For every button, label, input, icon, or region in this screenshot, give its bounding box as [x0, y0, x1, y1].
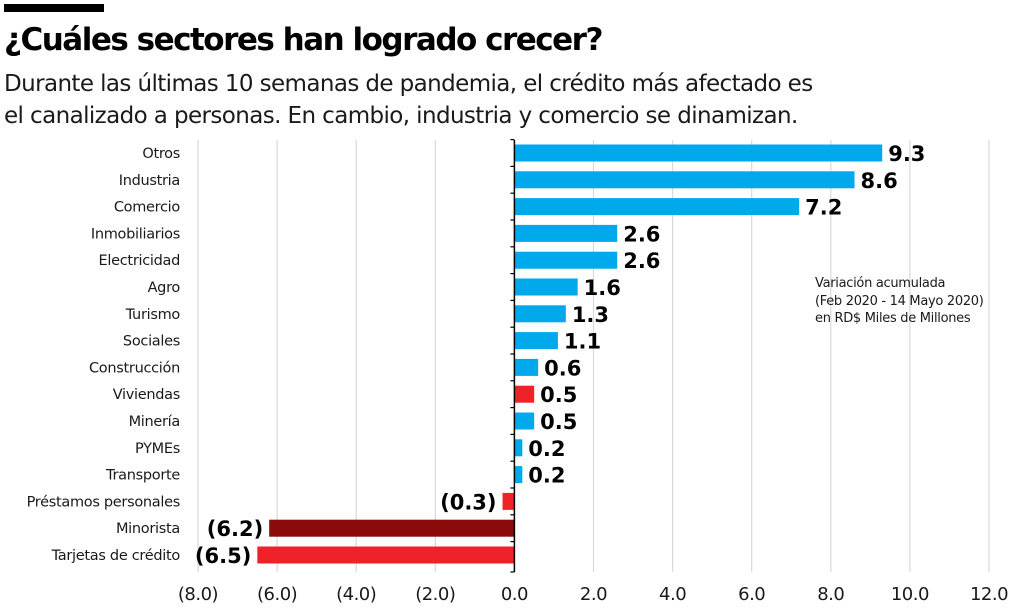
- category-label: Comercio: [114, 200, 181, 216]
- x-tick-label: 6.0: [738, 584, 765, 605]
- header-accent-bar: [4, 4, 104, 12]
- x-tick-label: 0.0: [501, 584, 528, 605]
- x-tick-label: 10.0: [891, 584, 929, 605]
- data-label: 8.6: [861, 169, 898, 193]
- category-label: Préstamos personales: [27, 494, 180, 510]
- bar: [514, 358, 539, 376]
- subtitle-line-2: el canalizado a personas. En cambio, ind…: [4, 103, 798, 129]
- category-label: Inmobiliarios: [91, 226, 180, 242]
- bar: [514, 439, 523, 457]
- category-label: Electricidad: [99, 253, 180, 269]
- data-label: 2.6: [623, 249, 660, 273]
- bar: [269, 519, 515, 537]
- data-label: (6.5): [195, 544, 251, 568]
- category-label: Tarjetas de crédito: [51, 548, 181, 564]
- category-label: Turismo: [125, 307, 181, 323]
- bar: [502, 492, 515, 510]
- note-line-2: (Feb 2020 - 14 Mayo 2020): [815, 293, 984, 309]
- x-tick-label: 12.0: [970, 584, 1008, 605]
- note-line-1: Variación acumulada: [815, 276, 946, 291]
- category-label: Transporte: [105, 468, 180, 484]
- data-label: 0.2: [528, 437, 565, 461]
- data-label: 0.2: [528, 464, 565, 488]
- data-label: 1.3: [572, 303, 609, 327]
- data-label: 1.6: [584, 276, 621, 300]
- bar: [514, 198, 800, 216]
- x-tick-label: 8.0: [817, 584, 844, 605]
- bar: [514, 332, 558, 350]
- bar: [514, 385, 535, 403]
- bar: [514, 144, 883, 162]
- note-line-3: en RD$ Miles de Millones: [815, 311, 971, 326]
- category-label: Agro: [148, 280, 181, 296]
- data-label: 0.5: [540, 410, 577, 434]
- bar: [514, 466, 523, 484]
- subtitle-line-1: Durante las últimas 10 semanas de pandem…: [4, 71, 813, 97]
- chart-note: Variación acumulada (Feb 2020 - 14 Mayo …: [815, 275, 984, 328]
- category-label: Sociales: [123, 334, 180, 350]
- page-title: ¿Cuáles sectores han logrado crecer?: [4, 22, 603, 58]
- data-label: 0.5: [540, 383, 577, 407]
- category-label: Minería: [129, 414, 180, 430]
- bar: [514, 278, 578, 296]
- bar: [514, 412, 535, 430]
- x-tick-label: 4.0: [659, 584, 686, 605]
- category-label: Viviendas: [113, 387, 180, 403]
- category-label: PYMEs: [135, 441, 180, 457]
- x-tick-label: (6.0): [257, 584, 297, 605]
- x-tick-label: (8.0): [178, 584, 218, 605]
- category-label: Construcción: [89, 360, 180, 376]
- data-label: 7.2: [805, 196, 842, 220]
- bar: [514, 171, 855, 189]
- data-label: 9.3: [888, 142, 925, 166]
- bar: [514, 251, 618, 269]
- bar: [514, 224, 618, 242]
- category-label: Minorista: [116, 521, 180, 537]
- data-label: 2.6: [623, 222, 660, 246]
- bar: [257, 546, 515, 564]
- data-label: 1.1: [564, 330, 601, 354]
- x-tick-label: 2.0: [580, 584, 607, 605]
- x-tick-label: (2.0): [415, 584, 455, 605]
- data-label: (0.3): [440, 490, 496, 514]
- page-subtitle: Durante las últimas 10 semanas de pandem…: [4, 68, 1004, 132]
- data-label: (6.2): [207, 517, 263, 541]
- bar: [514, 305, 566, 323]
- x-tick-label: (4.0): [336, 584, 376, 605]
- category-label: Industria: [119, 173, 180, 189]
- data-label: 0.6: [544, 356, 581, 380]
- category-label: Otros: [142, 146, 180, 162]
